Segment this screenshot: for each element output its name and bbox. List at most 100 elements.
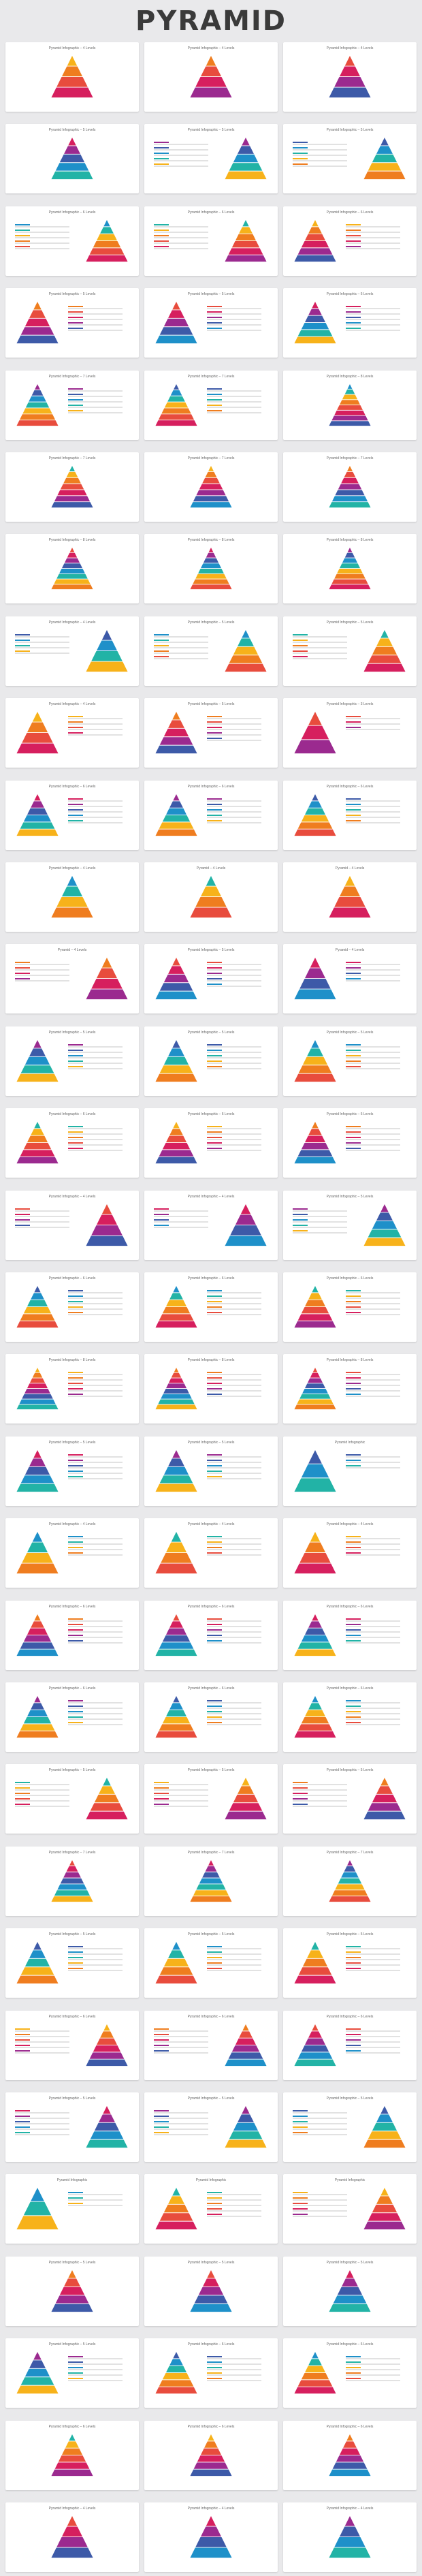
slide-thumbnail[interactable]: Pyramid Infographic – 6 Levels: [5, 206, 139, 276]
slide-thumbnail[interactable]: Pyramid Infographic – 5 Levels: [283, 2092, 417, 2162]
slide-thumbnail[interactable]: Pyramid Infographic – 6 Levels: [283, 206, 417, 276]
slide-thumbnail[interactable]: Pyramid Infographic – 5 Levels: [144, 698, 278, 768]
slide-thumbnail[interactable]: Pyramid Infographic – 5 Levels: [283, 2256, 417, 2326]
slide-thumbnail[interactable]: Pyramid Infographic – 4 Levels: [283, 1518, 417, 1588]
slide-thumbnail[interactable]: Pyramid Infographic – 7 Levels: [283, 1846, 417, 1916]
slide-thumbnail[interactable]: Pyramid – 4 Levels: [283, 862, 417, 932]
slide-thumbnail[interactable]: Pyramid Infographic – 5 Levels: [283, 616, 417, 686]
slide-thumbnail[interactable]: Pyramid Infographic – 5 Levels: [144, 1436, 278, 1506]
slide-thumbnail[interactable]: Pyramid Infographic – 5 Levels: [144, 2256, 278, 2326]
slide-thumbnail[interactable]: Pyramid Infographic – 5 Levels: [144, 288, 278, 358]
slide-thumbnail[interactable]: Pyramid Infographic: [144, 2174, 278, 2244]
slide-thumbnail[interactable]: Pyramid Infographic – 6 Levels: [283, 1600, 417, 1670]
slide-thumbnail[interactable]: Pyramid Infographic – 5 Levels: [5, 2338, 139, 2408]
slide-thumbnail[interactable]: Pyramid Infographic – 4 Levels: [5, 2502, 139, 2572]
slide-thumbnail[interactable]: Pyramid Infographic – 6 Levels: [144, 2338, 278, 2408]
slide-thumbnail[interactable]: Pyramid Infographic – 6 Levels: [283, 1108, 417, 1178]
slide-thumbnail[interactable]: Pyramid Infographic – 4 Levels: [144, 2502, 278, 2572]
slide-thumbnail[interactable]: Pyramid Infographic – 5 Levels: [5, 288, 139, 358]
slide-thumbnail[interactable]: Pyramid Infographic – 5 Levels: [283, 1928, 417, 1998]
slide-thumbnail[interactable]: Pyramid Infographic – 5 Levels: [283, 1190, 417, 1260]
slide-thumbnail[interactable]: Pyramid Infographic – 5 Levels: [5, 1928, 139, 1998]
slide-title: Pyramid Infographic – 6 Levels: [326, 2342, 374, 2347]
slide-thumbnail[interactable]: Pyramid Infographic – 5 Levels: [5, 2256, 139, 2326]
slide-thumbnail[interactable]: Pyramid Infographic – 5 Levels: [5, 1436, 139, 1506]
slide-thumbnail[interactable]: Pyramid Infographic – 8 Levels: [283, 1354, 417, 1424]
slide-thumbnail[interactable]: Pyramid Infographic – 6 Levels: [283, 288, 417, 358]
slide-thumbnail[interactable]: Pyramid Infographic – 5 Levels: [144, 1764, 278, 1834]
slide-thumbnail[interactable]: Pyramid Infographic – 6 Levels: [5, 1682, 139, 1752]
slide-thumbnail[interactable]: Pyramid – 4 Levels: [283, 944, 417, 1014]
slide-thumbnail[interactable]: Pyramid Infographic – 8 Levels: [144, 534, 278, 604]
slide-thumbnail[interactable]: Pyramid Infographic – 5 Levels: [144, 124, 278, 194]
slide-thumbnail[interactable]: Pyramid Infographic – 4 Levels: [283, 2502, 417, 2572]
slide-thumbnail[interactable]: Pyramid Infographic – 6 Levels: [144, 206, 278, 276]
slide-thumbnail[interactable]: Pyramid Infographic – 5 Levels: [144, 1026, 278, 1096]
slide-thumbnail[interactable]: Pyramid Infographic – 5 Levels: [5, 1026, 139, 1096]
slide-thumbnail[interactable]: Pyramid Infographic – 8 Levels: [283, 534, 417, 604]
slide-thumbnail[interactable]: Pyramid Infographic – 5 Levels: [5, 1764, 139, 1834]
slide-thumbnail[interactable]: Pyramid Infographic – 5 Levels: [144, 2092, 278, 2162]
slide-thumbnail[interactable]: Pyramid Infographic – 6 Levels: [283, 780, 417, 850]
slide-thumbnail[interactable]: Pyramid Infographic – 7 Levels: [5, 1846, 139, 1916]
text-heading-bar: [68, 1470, 83, 1472]
slide-thumbnail[interactable]: Pyramid Infographic – 7 Levels: [144, 452, 278, 522]
slide-thumbnail[interactable]: Pyramid Infographic: [5, 2174, 139, 2244]
slide-thumbnail[interactable]: Pyramid Infographic – 8 Levels: [283, 370, 417, 440]
slide-thumbnail[interactable]: Pyramid Infographic – 6 Levels: [283, 2338, 417, 2408]
text-placeholder: [15, 2110, 76, 2137]
slide-thumbnail[interactable]: Pyramid Infographic – 8 Levels: [144, 1354, 278, 1424]
slide-thumbnail[interactable]: Pyramid Infographic – 6 Levels: [144, 1108, 278, 1178]
slide-thumbnail[interactable]: Pyramid Infographic – 5 Levels: [283, 1764, 417, 1834]
text-line: [68, 1303, 123, 1304]
slide-thumbnail[interactable]: Pyramid Infographic – 4 Levels: [5, 1190, 139, 1260]
slide-thumbnail[interactable]: Pyramid Infographic – 4 Levels: [5, 1518, 139, 1588]
slide-thumbnail[interactable]: Pyramid – 4 Levels: [144, 862, 278, 932]
slide-thumbnail[interactable]: Pyramid Infographic – 4 Levels: [5, 862, 139, 932]
slide-thumbnail[interactable]: Pyramid Infographic – 6 Levels: [144, 780, 278, 850]
text-line: [68, 308, 123, 310]
slide-thumbnail[interactable]: Pyramid Infographic – 6 Levels: [283, 2010, 417, 2080]
slide-thumbnail[interactable]: Pyramid Infographic – 5 Levels: [5, 124, 139, 194]
slide-thumbnail[interactable]: Pyramid Infographic – 4 Levels: [144, 1518, 278, 1588]
slide-thumbnail[interactable]: Pyramid Infographic – 6 Levels: [5, 2010, 139, 2080]
slide-thumbnail[interactable]: Pyramid Infographic – 6 Levels: [5, 1108, 139, 1178]
pyramid-level: [58, 2455, 86, 2462]
slide-thumbnail[interactable]: Pyramid Infographic – 4 Levels: [5, 42, 139, 112]
slide-thumbnail[interactable]: Pyramid Infographic – 5 Levels: [283, 124, 417, 194]
slide-thumbnail[interactable]: Pyramid Infographic – 7 Levels: [144, 370, 278, 440]
slide-thumbnail[interactable]: Pyramid Infographic – 5 Levels: [144, 1928, 278, 1998]
slide-thumbnail[interactable]: Pyramid Infographic – 3 Levels: [283, 698, 417, 768]
slide-thumbnail[interactable]: Pyramid Infographic – 5 Levels: [144, 944, 278, 1014]
slide-thumbnail[interactable]: Pyramid Infographic: [283, 1436, 417, 1506]
slide-thumbnail[interactable]: Pyramid Infographic – 6 Levels: [5, 780, 139, 850]
slide-thumbnail[interactable]: Pyramid Infographic – 5 Levels: [144, 616, 278, 686]
slide-thumbnail[interactable]: Pyramid Infographic: [283, 2174, 417, 2244]
slide-thumbnail[interactable]: Pyramid Infographic – 6 Levels: [5, 2420, 139, 2490]
slide-thumbnail[interactable]: Pyramid Infographic – 4 Levels: [5, 616, 139, 686]
slide-thumbnail[interactable]: Pyramid Infographic – 4 Levels: [283, 42, 417, 112]
slide-thumbnail[interactable]: Pyramid Infographic – 6 Levels: [144, 1272, 278, 1342]
slide-thumbnail[interactable]: Pyramid Infographic – 4 Levels: [5, 698, 139, 768]
slide-thumbnail[interactable]: Pyramid – 4 Levels: [5, 944, 139, 1014]
slide-thumbnail[interactable]: Pyramid Infographic – 6 Levels: [5, 1600, 139, 1670]
slide-thumbnail[interactable]: Pyramid Infographic – 6 Levels: [144, 2420, 278, 2490]
slide-thumbnail[interactable]: Pyramid Infographic – 8 Levels: [5, 1354, 139, 1424]
slide-thumbnail[interactable]: Pyramid Infographic – 7 Levels: [144, 1846, 278, 1916]
slide-thumbnail[interactable]: Pyramid Infographic – 6 Levels: [283, 1272, 417, 1342]
slide-thumbnail[interactable]: Pyramid Infographic – 6 Levels: [144, 1600, 278, 1670]
slide-thumbnail[interactable]: Pyramid Infographic – 7 Levels: [283, 452, 417, 522]
slide-thumbnail[interactable]: Pyramid Infographic – 5 Levels: [283, 1026, 417, 1096]
slide-thumbnail[interactable]: Pyramid Infographic – 6 Levels: [283, 1682, 417, 1752]
slide-thumbnail[interactable]: Pyramid Infographic – 4 Levels: [144, 42, 278, 112]
slide-thumbnail[interactable]: Pyramid Infographic – 8 Levels: [5, 534, 139, 604]
slide-thumbnail[interactable]: Pyramid Infographic – 4 Levels: [144, 1190, 278, 1260]
slide-title: Pyramid Infographic – 5 Levels: [326, 1932, 374, 1937]
slide-thumbnail[interactable]: Pyramid Infographic – 6 Levels: [144, 1682, 278, 1752]
slide-thumbnail[interactable]: Pyramid Infographic – 7 Levels: [5, 452, 139, 522]
slide-thumbnail[interactable]: Pyramid Infographic – 6 Levels: [5, 1272, 139, 1342]
slide-thumbnail[interactable]: Pyramid Infographic – 6 Levels: [144, 2010, 278, 2080]
slide-thumbnail[interactable]: Pyramid Infographic – 7 Levels: [5, 370, 139, 440]
slide-thumbnail[interactable]: Pyramid Infographic – 6 Levels: [283, 2420, 417, 2490]
slide-thumbnail[interactable]: Pyramid Infographic – 5 Levels: [5, 2092, 139, 2162]
